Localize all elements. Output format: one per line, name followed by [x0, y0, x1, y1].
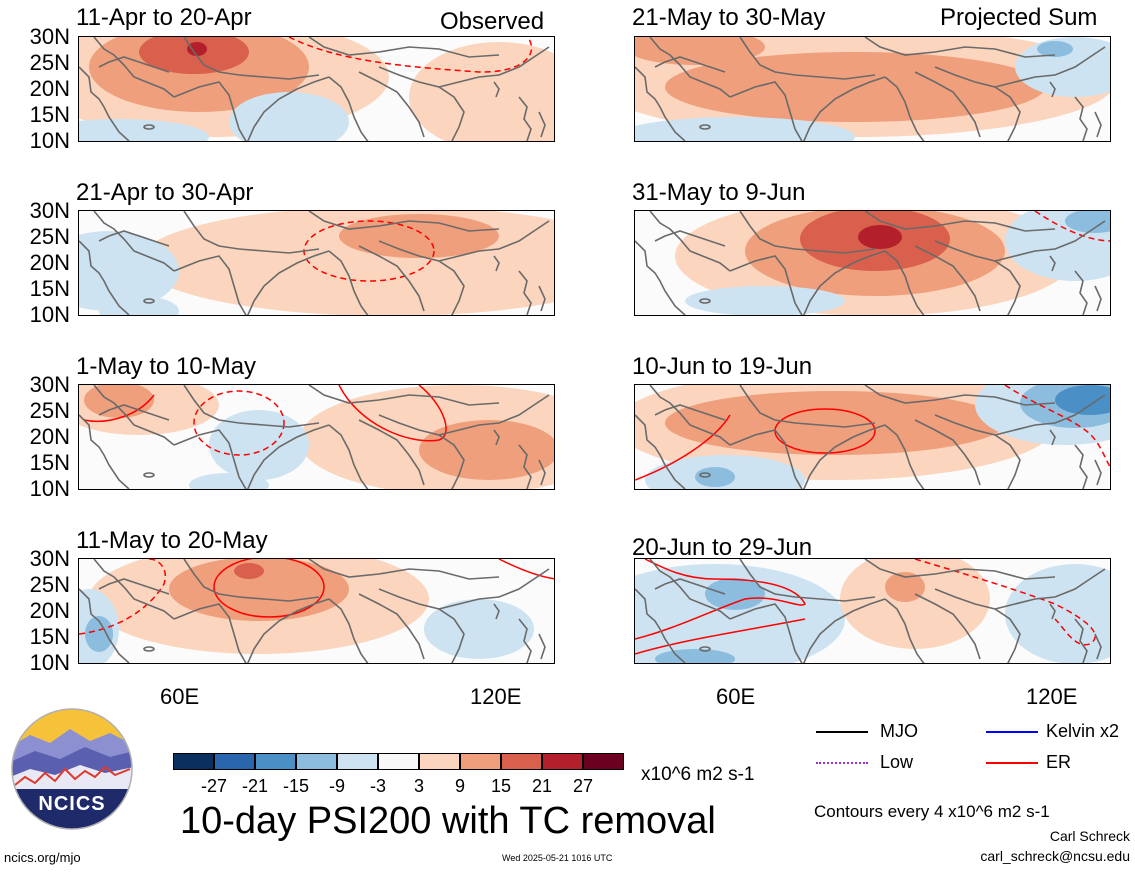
- colorbar-bin: [337, 753, 378, 770]
- colorbar-label: -3: [369, 776, 386, 796]
- lat-label: 10N: [29, 302, 70, 327]
- lat-label: 25N: [29, 50, 70, 75]
- lat-label: 25N: [29, 398, 70, 423]
- map-panel: [634, 210, 1111, 316]
- lon-label: 120E: [470, 684, 522, 709]
- colorbar-bin: [214, 753, 255, 770]
- colorbar-bin: [542, 753, 583, 770]
- colorbar-label: 15: [490, 776, 512, 796]
- ncics-logo: NCICS: [10, 707, 134, 831]
- lat-label: 15N: [29, 624, 70, 649]
- panel-title: 11-May to 20-May: [76, 527, 268, 554]
- colorbar-label: -15: [282, 776, 309, 796]
- lat-label: 25N: [29, 224, 70, 249]
- lat-label: 20N: [29, 598, 70, 623]
- colorbar-bin: [255, 753, 296, 770]
- lat-label: 30N: [29, 24, 70, 49]
- author-email[interactable]: carl_schreck@ncsu.edu: [980, 848, 1130, 864]
- lon-label: 60E: [716, 684, 756, 709]
- map-panel: [634, 384, 1111, 490]
- lat-label: 30N: [29, 546, 70, 571]
- legend-swatch-mjo: [816, 731, 868, 733]
- colorbar-bin: [378, 753, 419, 770]
- lat-label: 15N: [29, 276, 70, 301]
- map-panel: [78, 36, 555, 142]
- panel-title: 1-May to 10-May: [76, 353, 257, 380]
- legend-label: ER: [1046, 752, 1072, 772]
- colorbar-label: -9: [328, 776, 345, 796]
- lat-label: 30N: [29, 198, 70, 223]
- timestamp: Wed 2025-05-21 1016 UTC: [502, 853, 613, 863]
- colorbar-label: -27: [200, 776, 227, 796]
- lat-label: 20N: [29, 76, 70, 101]
- panel-title: 21-Apr to 30-Apr: [76, 179, 254, 206]
- lat-label: 10N: [29, 128, 70, 153]
- lon-label: 120E: [1026, 684, 1078, 709]
- colorbar-bin: [501, 753, 542, 770]
- colorbar-label: 27: [572, 776, 594, 796]
- map-panel: [78, 384, 555, 490]
- lat-label: 10N: [29, 650, 70, 675]
- lat-label: 15N: [29, 102, 70, 127]
- contour-note: Contours every 4 x10^6 m2 s-1: [814, 802, 1050, 821]
- panel-tag: Projected Sum: [940, 4, 1098, 31]
- lat-label: 10N: [29, 476, 70, 501]
- colorbar-units: x10^6 m2 s-1: [641, 764, 755, 785]
- panel-title: 21-May to 30-May: [632, 4, 826, 31]
- colorbar-label: 21: [531, 776, 553, 796]
- colorbar-label: 3: [413, 776, 424, 796]
- panel-title: 31-May to 9-Jun: [632, 179, 806, 206]
- colorbar-bin: [173, 753, 214, 770]
- colorbar-bin: [583, 753, 624, 770]
- colorbar-bin: [296, 753, 337, 770]
- legend-swatch-er: [986, 762, 1038, 764]
- panel-title: 11-Apr to 20-Apr: [76, 4, 252, 31]
- colorbar-bin: [460, 753, 501, 770]
- lat-label: 20N: [29, 250, 70, 275]
- map-panel: [78, 210, 555, 316]
- lon-label: 60E: [160, 684, 200, 709]
- lat-label: 20N: [29, 424, 70, 449]
- lat-label: 15N: [29, 450, 70, 475]
- legend-label: MJO: [880, 721, 918, 741]
- panel-tag: Observed: [440, 8, 545, 35]
- logo-text: NCICS: [38, 793, 106, 815]
- colorbar-bin: [419, 753, 460, 770]
- colorbar-label: 9: [454, 776, 465, 796]
- panel-title: 10-Jun to 19-Jun: [632, 353, 813, 380]
- main-title: 10-day PSI200 with TC removal: [180, 800, 716, 842]
- map-panel: [634, 558, 1111, 664]
- legend-label: Kelvin x2: [1046, 721, 1120, 741]
- panel-title: 20-Jun to 29-Jun: [632, 534, 813, 561]
- author: Carl Schreck: [1049, 828, 1130, 844]
- legend-swatch-kelvin: [986, 731, 1038, 733]
- map-panel: [78, 558, 555, 664]
- legend-label: Low: [880, 752, 914, 772]
- legend-swatch-low: [816, 762, 868, 764]
- lat-label: 30N: [29, 372, 70, 397]
- colorbar-label: -21: [241, 776, 268, 796]
- lat-label: 25N: [29, 572, 70, 597]
- site-link[interactable]: ncics.org/mjo: [4, 850, 81, 865]
- map-panel: [634, 36, 1111, 142]
